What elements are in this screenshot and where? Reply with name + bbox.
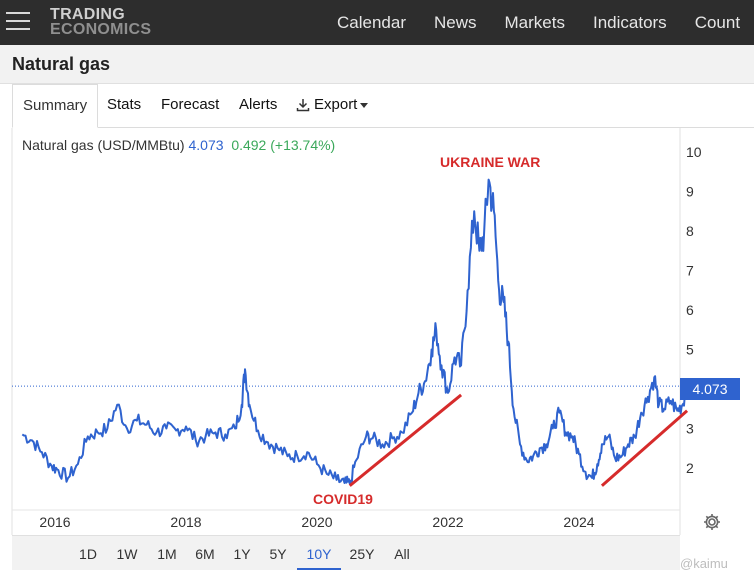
tab-export[interactable]: Export <box>296 84 369 126</box>
y-axis-ticks: 2345678910 <box>686 144 702 476</box>
y-tick-label: 3 <box>686 421 694 437</box>
range-10y[interactable]: 10Y <box>297 536 341 570</box>
time-range-selector: 1D 1W 1M 6M 1Y 5Y 10Y 25Y All <box>12 535 680 570</box>
nav-markets[interactable]: Markets <box>504 13 565 32</box>
x-tick-label: 2018 <box>170 514 201 530</box>
annotation-covid19: COVID19 <box>313 491 373 507</box>
logo-line-1: TRADING <box>50 6 125 23</box>
range-5y[interactable]: 5Y <box>269 546 287 562</box>
range-1m[interactable]: 1M <box>157 546 177 562</box>
y-tick-label: 8 <box>686 223 694 239</box>
x-tick-label: 2024 <box>563 514 594 530</box>
legend-value: 4.073 <box>188 137 224 153</box>
tab-forecast[interactable]: Forecast <box>161 96 220 113</box>
trend-line-2024 <box>600 409 689 487</box>
x-tick-label: 2016 <box>39 514 70 530</box>
chevron-down-icon <box>360 102 369 108</box>
main-nav: Calendar News Markets Indicators Count <box>323 0 754 45</box>
tab-summary[interactable]: Summary <box>12 84 99 128</box>
x-tick-label: 2022 <box>432 514 463 530</box>
x-tick-label: 2020 <box>301 514 332 530</box>
chart-legend: Natural gas (USD/MMBtu) 4.073 0.492 (+13… <box>22 137 335 153</box>
tab-bar: Summary Stats Forecast Alerts Export <box>12 84 754 128</box>
range-1w[interactable]: 1W <box>116 546 138 562</box>
y-tick-label: 6 <box>686 302 694 318</box>
tab-alerts[interactable]: Alerts <box>239 96 278 113</box>
trend-line-covid <box>348 393 463 487</box>
nav-news[interactable]: News <box>434 13 477 32</box>
menu-icon[interactable] <box>6 12 30 32</box>
y-tick-label: 7 <box>686 263 694 279</box>
download-icon <box>296 99 310 112</box>
series-line-natural-gas <box>21 178 689 485</box>
page-title: Natural gas <box>12 54 111 74</box>
current-price-tag: 4.073 <box>680 378 740 400</box>
tab-stats[interactable]: Stats <box>107 96 142 113</box>
range-1d[interactable]: 1D <box>79 546 97 562</box>
range-all[interactable]: All <box>394 546 410 562</box>
title-bar: Natural gas <box>0 45 754 84</box>
nav-countries[interactable]: Count <box>694 13 741 32</box>
y-tick-label: 9 <box>686 184 694 200</box>
x-axis-ticks: 2016 2018 2020 2022 2024 <box>39 514 594 530</box>
annotation-ukraine-war: UKRAINE WAR <box>440 154 540 170</box>
top-navigation-bar: TRADING ECONOMICS Calendar News Markets … <box>0 0 754 45</box>
y-tick-label: 5 <box>686 342 694 358</box>
export-label: Export <box>314 96 358 113</box>
logo[interactable]: TRADING ECONOMICS <box>50 6 152 38</box>
y-tick-label: 2 <box>686 460 694 476</box>
nav-indicators[interactable]: Indicators <box>592 13 667 32</box>
range-6m[interactable]: 6M <box>195 546 215 562</box>
nav-calendar[interactable]: Calendar <box>337 13 406 32</box>
logo-line-2: ECONOMICS <box>50 21 152 38</box>
y-tick-label: 10 <box>686 144 702 160</box>
legend-change: 0.492 (+13.74%) <box>231 137 336 153</box>
legend-series-name: Natural gas (USD/MMBtu) <box>22 137 185 153</box>
range-1y[interactable]: 1Y <box>233 546 251 562</box>
gear-icon[interactable] <box>702 512 722 532</box>
watermark: @kaimu <box>680 556 728 571</box>
range-25y[interactable]: 25Y <box>349 546 375 562</box>
